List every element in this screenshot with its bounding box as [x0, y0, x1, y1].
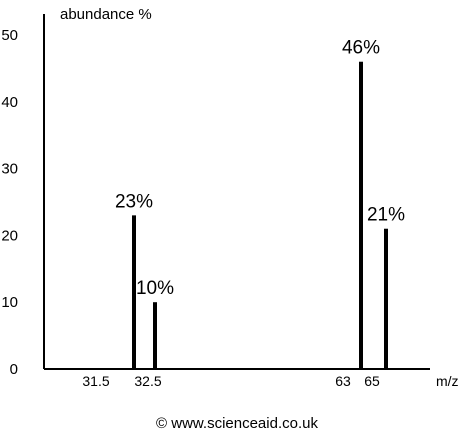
- data-label: 23%: [115, 191, 153, 212]
- data-label: 21%: [367, 205, 405, 226]
- data-label: 10%: [136, 278, 174, 299]
- x-tick-label: 32.5: [134, 373, 161, 389]
- copyright-credit: © www.scienceaid.co.uk: [156, 415, 318, 432]
- y-tick-label: 20: [1, 227, 18, 244]
- y-tick-label: 40: [1, 94, 18, 111]
- y-tick-label: 0: [10, 361, 18, 378]
- y-tick-label: 30: [1, 161, 18, 178]
- bar: [384, 228, 388, 369]
- y-tick-label: 10: [1, 294, 18, 311]
- bar: [132, 215, 136, 369]
- data-label: 46%: [342, 38, 380, 59]
- y-axis-title: abundance %: [60, 6, 152, 23]
- x-tick-label: 31.5: [82, 373, 109, 389]
- bar: [359, 61, 363, 369]
- y-tick-label: 50: [1, 27, 18, 44]
- x-axis-title: m/z: [436, 373, 459, 389]
- bar: [153, 302, 157, 369]
- x-tick-label: 65: [364, 373, 380, 389]
- x-tick-label: 63: [335, 373, 351, 389]
